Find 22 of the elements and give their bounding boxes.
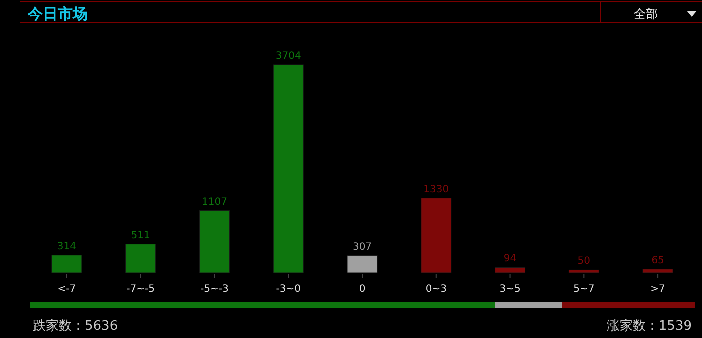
x-tick-label: -5~-3 <box>200 284 229 295</box>
data-label: 3704 <box>276 51 302 62</box>
x-tick-label: -3~0 <box>276 284 301 295</box>
data-label: 307 <box>352 242 372 253</box>
x-tick-label: -7~-5 <box>126 284 155 295</box>
x-tick-label: 3~5 <box>500 284 521 295</box>
data-label: 65 <box>652 255 664 266</box>
x-tick-label: 0 <box>359 284 366 295</box>
x-tick-label: 5~7 <box>574 284 595 295</box>
data-label: 314 <box>57 241 76 252</box>
text: 跌家数：5636 <box>33 318 118 334</box>
data-label: 1107 <box>202 196 228 208</box>
text: 全部 <box>634 7 658 21</box>
x-tick-label: >7 <box>650 284 666 295</box>
x-tick-label: 0~3 <box>426 284 447 295</box>
data-label: 511 <box>131 230 150 242</box>
data-label: 1330 <box>424 184 450 196</box>
text: 涨家数：1539 <box>606 318 692 334</box>
data-label: 94 <box>504 254 517 265</box>
x-tick-label: <-7 <box>58 284 76 295</box>
chart-title: 今日市场 <box>27 5 88 23</box>
data-label: 50 <box>578 256 591 268</box>
